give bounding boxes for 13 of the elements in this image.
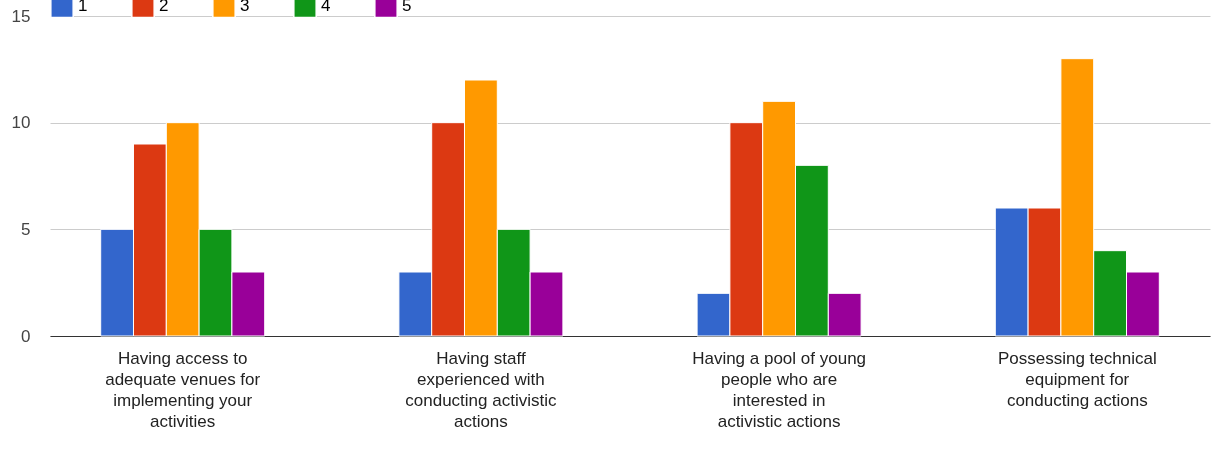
- x-tick-label: Having staff experienced with conducting activistic actions: [405, 348, 557, 431]
- y-tick-label: 10: [11, 113, 31, 133]
- legend-label: 4: [321, 0, 331, 16]
- x-tick-label: Possessing technical equipment for conducting actions: [997, 348, 1157, 410]
- x-tick-label: Having access to adequate venues for implementing your activities: [105, 348, 261, 431]
- legend-label: 5: [402, 0, 412, 16]
- y-tick-label: 15: [11, 6, 31, 26]
- x-tick-label: Having a pool of young people who are interested in activistic actions: [692, 348, 867, 431]
- y-tick-label: 0: [21, 326, 31, 346]
- legend-label: 1: [78, 0, 88, 16]
- legend-label: 3: [240, 0, 250, 16]
- legend-label: 2: [159, 0, 169, 16]
- y-tick-label: 5: [21, 219, 31, 239]
